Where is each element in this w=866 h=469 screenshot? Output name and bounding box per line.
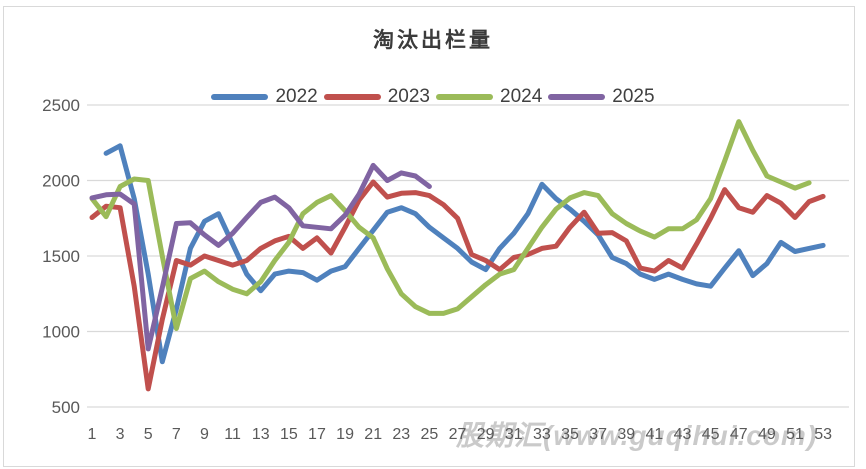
x-tick-label-45: 45 <box>702 426 720 443</box>
legend-item-2022: 2022 <box>211 86 318 108</box>
x-tick-label-15: 15 <box>280 426 298 443</box>
y-tick-label-500: 500 <box>52 398 80 417</box>
x-tick-label-47: 47 <box>730 426 748 443</box>
x-tick-label-27: 27 <box>449 426 467 443</box>
x-tick-label-23: 23 <box>392 426 410 443</box>
legend-swatch-2024 <box>436 94 493 100</box>
chart-border-frame <box>3 6 855 467</box>
x-tick-label-39: 39 <box>617 426 635 443</box>
x-tick-label-25: 25 <box>421 426 439 443</box>
legend-label-2025: 2025 <box>612 86 655 107</box>
series-line-2022 <box>103 143 826 365</box>
x-tick-label-21: 21 <box>364 426 382 443</box>
y-tick-label-2000: 2000 <box>42 172 80 191</box>
y-tick-label-1000: 1000 <box>42 323 80 342</box>
x-tick-label-37: 37 <box>589 426 607 443</box>
x-tick-label-7: 7 <box>172 426 181 443</box>
legend-swatch-2022 <box>211 94 269 100</box>
x-tick-label-13: 13 <box>252 426 270 443</box>
y-tick-label-2500: 2500 <box>42 96 80 115</box>
x-tick-label-29: 29 <box>477 426 495 443</box>
legend-swatch-2023 <box>323 94 381 100</box>
x-tick-label-51: 51 <box>786 426 804 443</box>
x-tick-label-3: 3 <box>116 426 125 443</box>
x-tick-label-35: 35 <box>561 426 579 443</box>
chart-title: 淘汰出栏量 <box>373 27 493 52</box>
x-tick-label-9: 9 <box>200 426 209 443</box>
x-tick-label-41: 41 <box>646 426 664 443</box>
legend-label-2024: 2024 <box>500 86 543 107</box>
legend-label-2022: 2022 <box>275 86 318 107</box>
legend-item-2023: 2023 <box>323 86 430 108</box>
legend: 2022 2023 2024 2025 <box>0 86 866 108</box>
legend-item-2024: 2024 <box>436 86 542 108</box>
x-tick-label-11: 11 <box>224 426 241 443</box>
x-tick-label-31: 31 <box>505 426 523 443</box>
series-line-2023 <box>89 179 826 392</box>
x-tick-label-43: 43 <box>674 426 692 443</box>
watermark: 股期汇(www.guqihui.com) <box>456 420 818 451</box>
y-tick-label-1500: 1500 <box>42 247 80 266</box>
x-tick-label-17: 17 <box>308 426 326 443</box>
series-line-2024 <box>89 119 812 331</box>
legend-item-2025: 2025 <box>548 86 655 108</box>
x-tick-label-1: 1 <box>88 426 97 443</box>
x-tick-label-5: 5 <box>144 426 153 443</box>
x-tick-label-53: 53 <box>814 426 832 443</box>
legend-label-2023: 2023 <box>387 86 430 107</box>
x-tick-label-33: 33 <box>533 426 551 443</box>
x-tick-label-49: 49 <box>758 426 776 443</box>
series-line-2025 <box>89 162 432 352</box>
x-tick-label-19: 19 <box>336 426 354 443</box>
legend-swatch-2025 <box>548 94 606 100</box>
